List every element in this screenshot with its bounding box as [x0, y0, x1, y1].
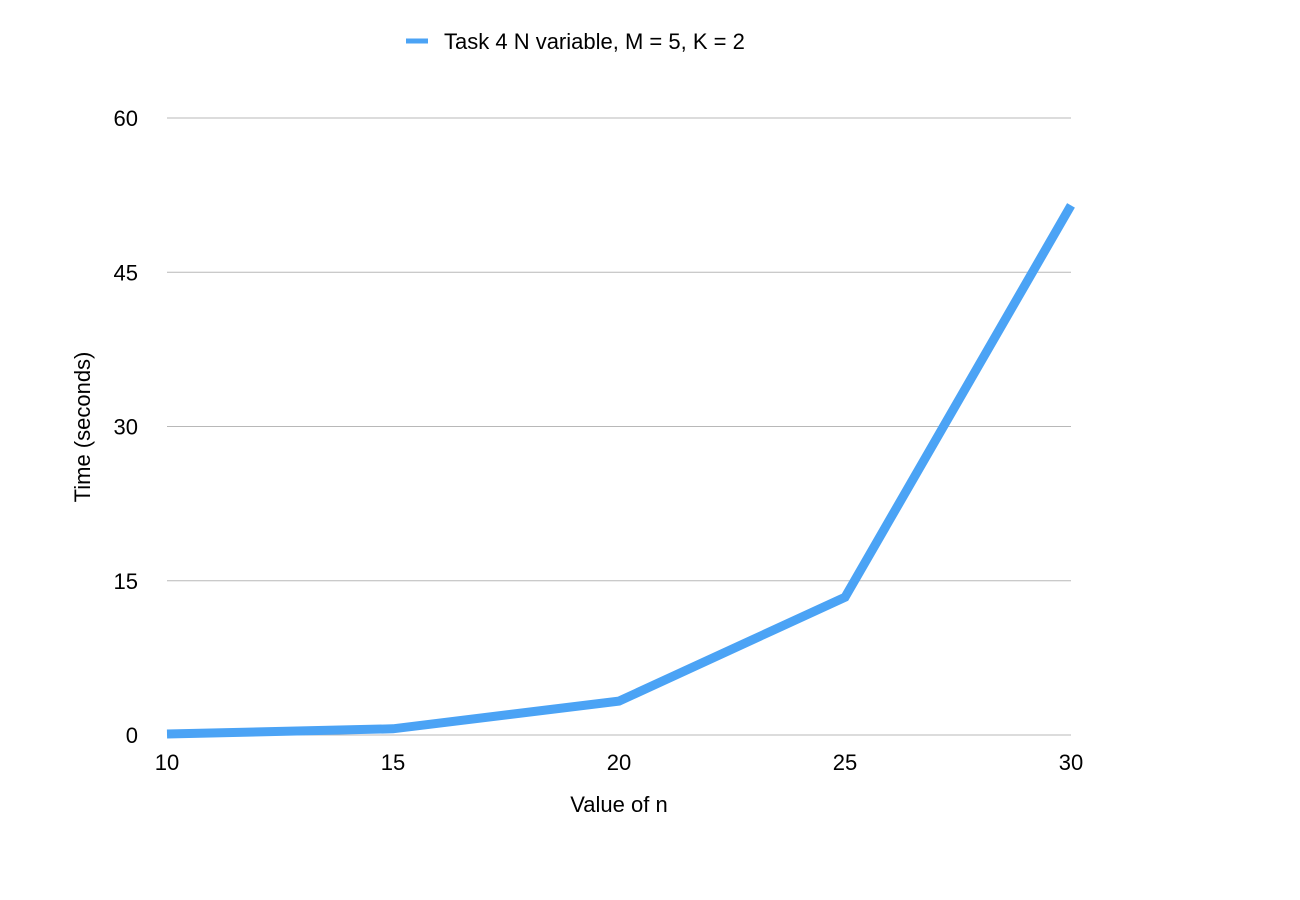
x-tick-label: 15	[381, 750, 405, 775]
gridlines	[167, 117, 1071, 736]
legend: Task 4 N variable, M = 5, K = 2	[406, 29, 745, 54]
legend-label: Task 4 N variable, M = 5, K = 2	[444, 29, 745, 54]
y-tick-label: 45	[114, 260, 138, 285]
x-axis-ticks: 10 15 20 25 30	[155, 750, 1083, 775]
y-tick-label: 30	[114, 415, 138, 440]
y-tick-label: 0	[126, 723, 138, 748]
series-line-0	[166, 203, 1075, 739]
series-layer	[166, 203, 1075, 739]
y-axis-title: Time (seconds)	[70, 352, 95, 503]
y-axis-ticks: 0 15 30 45 60	[114, 106, 138, 748]
x-axis-title: Value of n	[570, 792, 667, 817]
y-tick-label: 60	[114, 106, 138, 131]
x-tick-label: 20	[607, 750, 631, 775]
x-tick-label: 25	[833, 750, 857, 775]
x-tick-label: 10	[155, 750, 179, 775]
x-tick-label: 30	[1059, 750, 1083, 775]
y-tick-label: 15	[114, 569, 138, 594]
